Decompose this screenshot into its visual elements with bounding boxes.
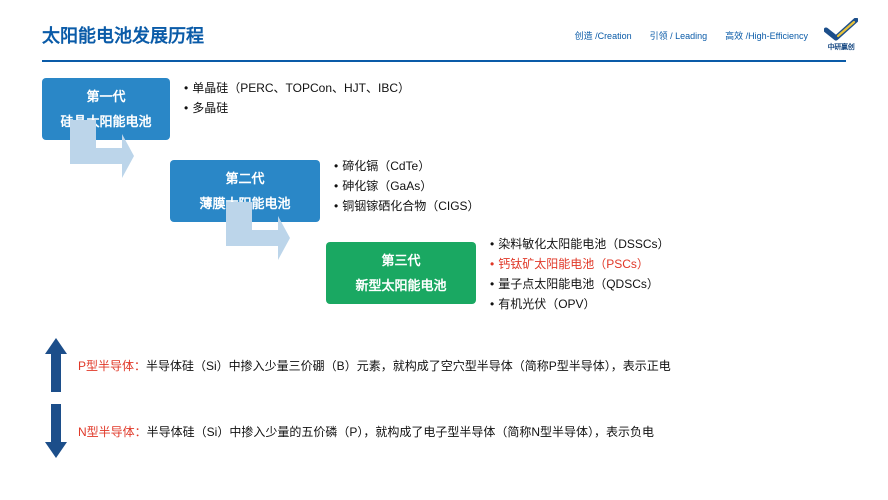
generation-row-1: 第一代 硅晶太阳能电池 单晶硅（PERC、TOPCon、HJT、IBC） 多晶硅 bbox=[42, 78, 846, 140]
list-item: 铜铟镓硒化合物（CIGS） bbox=[334, 196, 480, 216]
page-title: 太阳能电池发展历程 bbox=[42, 22, 204, 48]
definitions-section: P型半导体：半导体硅（Si）中掺入少量三价硼（B）元素，就构成了空穴型半导体（简… bbox=[0, 320, 888, 458]
list-item: 单晶硅（PERC、TOPCon、HJT、IBC） bbox=[184, 78, 410, 98]
tag-creation: 创造 /Creation bbox=[575, 29, 632, 42]
arrow-down-right-icon bbox=[64, 120, 134, 186]
definition-body: 半导体硅（Si）中掺入少量的五价磷（P），就构成了电子型半导体（简称N型半导体）… bbox=[147, 425, 654, 439]
generation-row-3: 第三代 新型太阳能电池 染料敏化太阳能电池（DSSCs） 钙钛矿太阳能电池（PS… bbox=[326, 242, 846, 314]
brand-logo: 中研赢创 bbox=[824, 18, 858, 52]
list-item: 钙钛矿太阳能电池（PSCs） bbox=[490, 254, 670, 274]
tag-high-efficiency: 高效 /High-Efficiency bbox=[725, 29, 808, 42]
arrow-down-right-icon bbox=[220, 202, 290, 268]
header-tags: 创造 /Creation 引领 / Leading 高效 /High-Effic… bbox=[575, 29, 808, 42]
definition-text: N型半导体：半导体硅（Si）中掺入少量的五价磷（P），就构成了电子型半导体（简称… bbox=[78, 423, 654, 440]
gen1-title: 第一代 bbox=[48, 86, 164, 105]
logo-checkmark-icon bbox=[824, 18, 858, 42]
list-item: 有机光伏（OPV） bbox=[490, 294, 670, 314]
definition-p-type: P型半导体：半导体硅（Si）中掺入少量三价硼（B）元素，就构成了空穴型半导体（简… bbox=[42, 338, 846, 392]
list-item: 碲化镉（CdTe） bbox=[334, 156, 480, 176]
list-item: 量子点太阳能电池（QDSCs） bbox=[490, 274, 670, 294]
list-item: 多晶硅 bbox=[184, 98, 410, 118]
gen3-title: 第三代 bbox=[332, 250, 470, 269]
gen3-box: 第三代 新型太阳能电池 bbox=[326, 242, 476, 304]
gen1-bullets: 单晶硅（PERC、TOPCon、HJT、IBC） 多晶硅 bbox=[184, 78, 410, 118]
list-item: 砷化镓（GaAs） bbox=[334, 176, 480, 196]
definition-body: 半导体硅（Si）中掺入少量三价硼（B）元素，就构成了空穴型半导体（简称P型半导体… bbox=[146, 359, 671, 373]
gen3-subtitle: 新型太阳能电池 bbox=[332, 275, 470, 294]
definition-text: P型半导体：半导体硅（Si）中掺入少量三价硼（B）元素，就构成了空穴型半导体（简… bbox=[78, 357, 671, 374]
definition-label: P型半导体： bbox=[78, 359, 146, 373]
definition-label: N型半导体： bbox=[78, 425, 147, 439]
arrow-up-icon bbox=[42, 338, 70, 392]
slide-header: 太阳能电池发展历程 创造 /Creation 引领 / Leading 高效 /… bbox=[0, 0, 888, 60]
arrow-down-icon bbox=[42, 404, 70, 458]
generations-diagram: 第一代 硅晶太阳能电池 单晶硅（PERC、TOPCon、HJT、IBC） 多晶硅… bbox=[0, 62, 888, 314]
logo-text: 中研赢创 bbox=[828, 42, 855, 52]
list-item: 染料敏化太阳能电池（DSSCs） bbox=[490, 234, 670, 254]
tag-leading: 引领 / Leading bbox=[650, 29, 708, 42]
gen3-bullets: 染料敏化太阳能电池（DSSCs） 钙钛矿太阳能电池（PSCs） 量子点太阳能电池… bbox=[490, 234, 670, 314]
definition-n-type: N型半导体：半导体硅（Si）中掺入少量的五价磷（P），就构成了电子型半导体（简称… bbox=[42, 404, 846, 458]
gen2-title: 第二代 bbox=[176, 168, 314, 187]
gen2-bullets: 碲化镉（CdTe） 砷化镓（GaAs） 铜铟镓硒化合物（CIGS） bbox=[334, 156, 480, 216]
